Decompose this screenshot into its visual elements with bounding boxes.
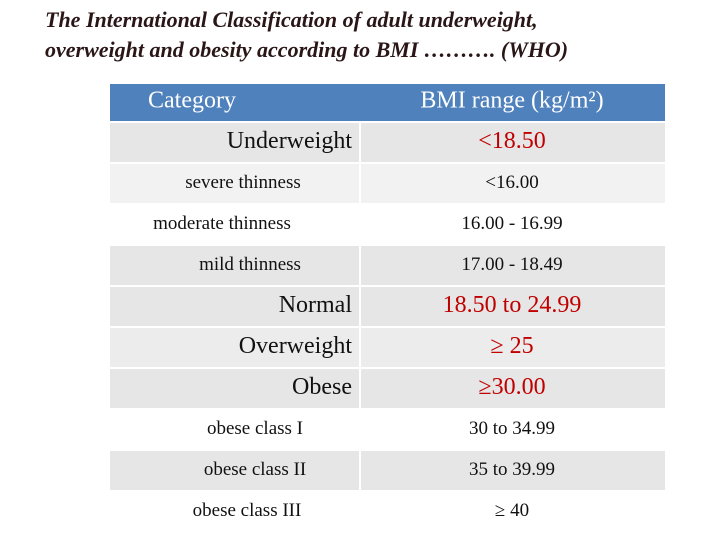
row-bg	[110, 122, 665, 163]
row-bg	[110, 368, 665, 409]
category-cell: Obese	[292, 374, 352, 400]
title-line: The International Classification of adul…	[45, 7, 538, 32]
column-header: BMI range (kg/m²)	[420, 88, 603, 114]
category-cell: obese class II	[204, 459, 306, 480]
row-bg	[110, 286, 665, 327]
range-cell: 16.00 - 16.99	[461, 213, 562, 234]
row-bg	[110, 245, 665, 286]
category-cell: severe thinness	[185, 172, 301, 193]
category-cell: mild thinness	[199, 254, 301, 275]
category-cell: Underweight	[227, 128, 353, 154]
header-row	[110, 84, 665, 122]
range-cell: 17.00 - 18.49	[461, 254, 562, 275]
category-cell: Overweight	[239, 333, 353, 359]
title-line: overweight and obesity according to BMI …	[45, 37, 568, 62]
range-cell: ≥30.00	[478, 374, 545, 400]
range-cell: 18.50 to 24.99	[443, 292, 582, 318]
row-bg	[110, 327, 665, 368]
range-cell: 35 to 39.99	[469, 459, 555, 480]
row-bg	[110, 204, 665, 245]
row-bg	[110, 450, 665, 491]
row-bg	[110, 163, 665, 204]
range-cell: <18.50	[478, 128, 546, 154]
row-bg	[110, 491, 665, 532]
category-cell: Normal	[279, 292, 353, 318]
category-cell: moderate thinness	[153, 213, 291, 234]
column-header: Category	[148, 88, 236, 114]
row-bg	[110, 409, 665, 450]
range-cell: ≥ 40	[495, 500, 529, 521]
range-cell: 30 to 34.99	[469, 418, 555, 439]
range-cell: <16.00	[485, 172, 538, 193]
range-cell: ≥ 25	[490, 333, 533, 359]
category-cell: obese class I	[207, 418, 303, 439]
category-cell: obese class III	[193, 500, 302, 521]
